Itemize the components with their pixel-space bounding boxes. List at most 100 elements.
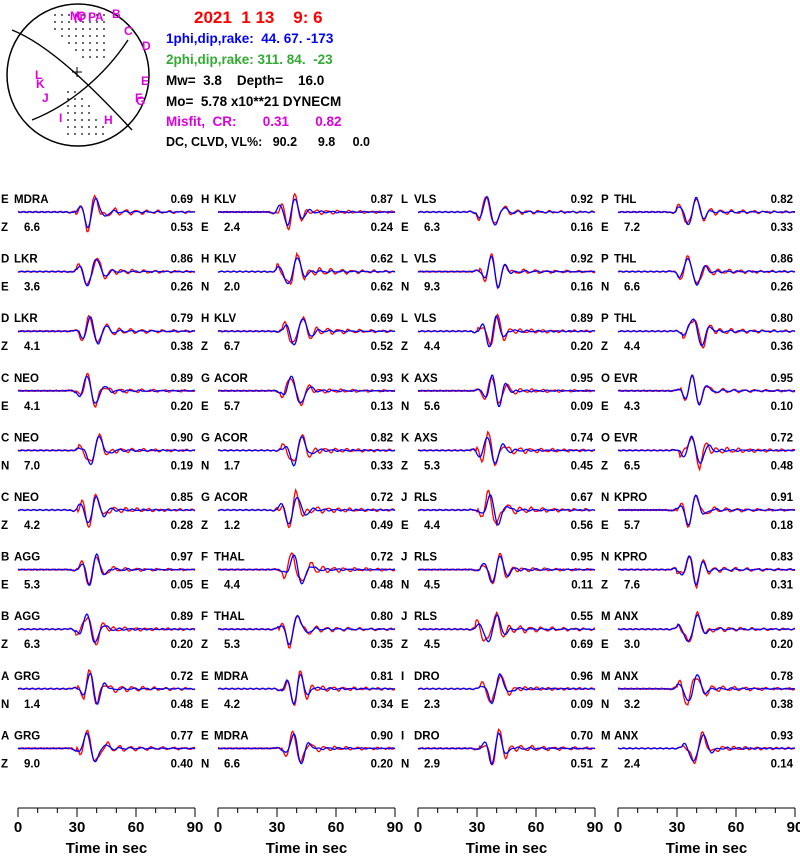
trace-synthetic [417, 614, 596, 643]
panel-correlation: 0.72 [771, 432, 793, 444]
panel-code: H [201, 194, 209, 206]
tick-label: 0 [614, 819, 622, 836]
panel-code: M [601, 730, 611, 742]
panel-code: O [601, 432, 610, 444]
waveform-panels: E MDRA Z 6.6 0.69 0.53 D LKR E 3.6 0.86 0.26 D LKR Z 4.… [1, 192, 796, 770]
panel-correlation: 0.55 [571, 611, 594, 623]
panel-station: THAL [214, 611, 245, 623]
trace-observed [617, 254, 796, 285]
panel-distance: 4.1 [24, 341, 41, 353]
beachball-dot [96, 42, 98, 44]
panel-station: KPRO [614, 492, 647, 504]
beachball-dot [95, 133, 97, 135]
station-label-o: O [77, 9, 86, 23]
dc-clvd-vl: DC, CLVD, VL%: 90.2 9.8 0.0 [166, 135, 370, 149]
panel-code: H [201, 313, 209, 325]
x-axis-label: Time in sec [266, 840, 347, 856]
beachball-dot [88, 112, 90, 114]
panel-distance: 2.3 [424, 699, 440, 711]
panel-correlation: 0.78 [771, 671, 794, 683]
panel-variance-reduction: 0.26 [171, 282, 193, 294]
panel-code: A [1, 671, 9, 683]
panel-station: AXS [414, 432, 438, 444]
panel-correlation: 0.92 [571, 194, 593, 206]
station-label-k: K [36, 77, 45, 91]
panel-station: KLV [214, 313, 236, 325]
panel-evr-z: O EVR Z 6.5 0.72 0.48 [601, 432, 796, 472]
panel-distance: 9.0 [24, 758, 40, 770]
misfit-cr: Misfit, CR: 0.31 0.82 [166, 114, 342, 129]
panel-code: J [401, 552, 407, 564]
trace-observed [17, 372, 196, 408]
station-label-b: B [112, 7, 121, 21]
trace-observed [417, 552, 596, 585]
trace-synthetic [17, 435, 196, 466]
beachball-dot [88, 119, 90, 121]
panel-code: E [201, 730, 209, 742]
panel-vls-z: L VLS Z 4.4 0.89 0.20 [401, 313, 596, 353]
beachball-dot [54, 14, 56, 16]
panel-code: P [601, 254, 609, 266]
panel-distance: 6.6 [624, 282, 640, 294]
tick-label: 90 [787, 819, 800, 836]
panel-correlation: 0.82 [371, 432, 393, 444]
beachball-dot [89, 56, 91, 58]
panel-code: F [201, 611, 208, 623]
panel-component: E [601, 222, 609, 234]
trace-observed [17, 616, 196, 646]
beachball-dot [89, 42, 91, 44]
trace-synthetic [17, 258, 196, 287]
panel-correlation: 0.72 [371, 492, 393, 504]
panel-variance-reduction: 0.20 [571, 341, 593, 353]
panel-station: KLV [214, 254, 236, 266]
beachball-dot [82, 35, 84, 37]
trace-synthetic [417, 315, 596, 348]
beachball-dot [96, 56, 98, 58]
tick-label: 30 [469, 819, 486, 836]
trace-observed [617, 610, 796, 643]
trace-synthetic [17, 375, 196, 404]
panel-correlation: 0.91 [771, 492, 794, 504]
panel-thl-z: P THL Z 4.4 0.80 0.36 [601, 313, 796, 353]
panel-agg-e: B AGG E 5.3 0.97 0.05 [1, 552, 196, 592]
beachball-dot [61, 21, 63, 23]
tick-label: 60 [328, 819, 345, 836]
seismic-moment: Mo= 5.78 x10**21 DYNECM [166, 94, 342, 109]
panel-distance: 6.6 [224, 758, 240, 770]
panel-distance: 7.0 [24, 460, 40, 472]
trace-observed [417, 728, 596, 766]
event-date: 2021 1 13 9: 6 [194, 8, 323, 27]
panel-code: I [401, 671, 404, 683]
trace-synthetic [17, 613, 196, 644]
panel-component: Z [401, 460, 408, 472]
panel-grg-n: A GRG N 1.4 0.72 0.48 [1, 668, 196, 711]
station-label-h: H [104, 113, 113, 127]
panel-station: EVR [614, 373, 638, 385]
panel-distance: 9.3 [424, 282, 440, 294]
panel-component: N [201, 460, 209, 472]
trace-observed [17, 556, 196, 586]
station-label-l: L [35, 68, 42, 82]
panel-distance: 5.7 [624, 520, 640, 532]
panel-variance-reduction: 0.62 [371, 282, 393, 294]
panel-variance-reduction: 0.38 [171, 341, 194, 353]
panel-station: GRG [14, 730, 40, 742]
beachball-dot [82, 28, 84, 30]
panel-station: NEO [14, 373, 39, 385]
panel-code: K [401, 432, 410, 444]
beachball-dot [74, 119, 76, 121]
panel-correlation: 0.79 [171, 313, 193, 325]
panel-variance-reduction: 0.56 [571, 520, 593, 532]
panel-component: E [1, 282, 9, 294]
panel-variance-reduction: 0.19 [171, 460, 193, 472]
panel-correlation: 0.92 [571, 254, 593, 266]
panel-station: MDRA [14, 194, 49, 206]
beachball-dot [81, 126, 83, 128]
panel-station: ANX [614, 671, 639, 683]
beachball-dot [88, 133, 90, 135]
panel-station: RLS [414, 492, 437, 504]
panel-axs-n: K AXS N 5.6 0.95 0.09 [401, 373, 596, 413]
panel-variance-reduction: 0.33 [771, 222, 793, 234]
panel-component: E [201, 699, 209, 711]
panel-correlation: 0.90 [371, 730, 393, 742]
